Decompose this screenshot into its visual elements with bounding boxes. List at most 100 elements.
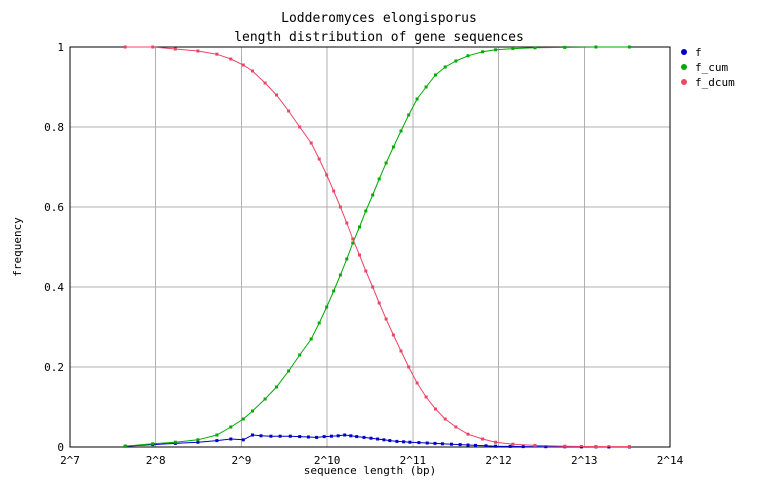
data-point bbox=[315, 435, 319, 439]
data-point bbox=[402, 440, 406, 444]
data-point bbox=[329, 434, 333, 438]
legend-marker-icon bbox=[681, 49, 687, 55]
data-point bbox=[325, 305, 329, 309]
data-point bbox=[521, 445, 525, 449]
data-point bbox=[288, 434, 292, 438]
data-point bbox=[417, 441, 421, 445]
data-point bbox=[196, 438, 200, 442]
data-point bbox=[388, 439, 392, 443]
data-point bbox=[338, 205, 342, 209]
data-point bbox=[241, 417, 245, 421]
data-point bbox=[494, 444, 498, 448]
data-point bbox=[377, 301, 381, 305]
data-point bbox=[215, 439, 219, 443]
data-point bbox=[196, 49, 200, 53]
data-point bbox=[508, 444, 512, 448]
data-point bbox=[215, 433, 219, 437]
data-point bbox=[309, 337, 313, 341]
y-tick-label: 0.8 bbox=[44, 121, 64, 134]
data-point bbox=[466, 432, 470, 436]
data-point bbox=[263, 397, 267, 401]
data-point bbox=[494, 48, 498, 52]
data-point bbox=[332, 289, 336, 293]
data-point bbox=[484, 444, 488, 448]
data-point bbox=[275, 93, 278, 97]
x-tick-label: 2^12 bbox=[485, 454, 512, 467]
data-point bbox=[627, 445, 631, 449]
data-point bbox=[343, 433, 347, 437]
data-point bbox=[415, 381, 419, 385]
y-axis-label: frequency bbox=[11, 217, 24, 277]
series-layer bbox=[123, 45, 631, 449]
y-tick-label: 1 bbox=[57, 41, 64, 54]
data-point bbox=[251, 409, 254, 413]
x-tick-label: 2^14 bbox=[657, 454, 684, 467]
x-tick-label: 2^11 bbox=[400, 454, 427, 467]
data-point bbox=[533, 443, 537, 447]
data-point bbox=[278, 434, 282, 438]
legend-label: f_dcum bbox=[695, 76, 735, 89]
data-point bbox=[395, 439, 399, 443]
data-point bbox=[544, 445, 548, 449]
data-point bbox=[269, 434, 273, 438]
series-line bbox=[125, 46, 630, 448]
data-point bbox=[336, 434, 340, 438]
data-point bbox=[563, 45, 567, 49]
x-axis-ticks: 2^7 2^8 2^9 2^10 2^11 2^12 2^13 2^14 bbox=[60, 454, 684, 467]
data-point bbox=[466, 443, 470, 447]
data-point bbox=[251, 69, 254, 73]
data-point bbox=[251, 433, 254, 437]
series-f-cum bbox=[123, 45, 631, 448]
x-tick-label: 2^10 bbox=[314, 454, 341, 467]
data-point bbox=[317, 157, 321, 161]
data-point bbox=[364, 269, 368, 273]
data-point bbox=[443, 65, 447, 69]
data-point bbox=[358, 225, 361, 229]
data-point bbox=[399, 129, 403, 133]
data-point bbox=[306, 435, 310, 439]
data-point bbox=[123, 45, 127, 49]
data-point bbox=[434, 73, 437, 77]
data-point bbox=[358, 253, 361, 257]
data-point bbox=[287, 109, 291, 113]
data-point bbox=[325, 173, 329, 177]
data-point bbox=[434, 407, 437, 411]
data-point bbox=[371, 285, 375, 289]
data-point bbox=[407, 365, 411, 369]
x-axis-label: sequence length (bp) bbox=[304, 464, 436, 477]
data-point bbox=[298, 125, 302, 129]
data-point bbox=[384, 161, 388, 165]
data-point bbox=[309, 141, 313, 145]
legend-item: f_cum bbox=[681, 61, 728, 74]
data-point bbox=[317, 321, 321, 325]
data-point bbox=[332, 189, 336, 193]
data-point bbox=[594, 445, 598, 449]
x-tick-label: 2^8 bbox=[146, 454, 166, 467]
data-point bbox=[298, 435, 302, 439]
data-point bbox=[229, 57, 233, 61]
data-point bbox=[415, 97, 419, 101]
data-point bbox=[443, 417, 447, 421]
data-point bbox=[345, 221, 349, 225]
data-point bbox=[287, 369, 291, 373]
x-tick-label: 2^9 bbox=[231, 454, 251, 467]
grid bbox=[70, 47, 670, 447]
data-point bbox=[382, 438, 386, 442]
data-point bbox=[241, 63, 245, 67]
y-tick-label: 0.6 bbox=[44, 201, 64, 214]
data-point bbox=[511, 442, 515, 446]
data-point bbox=[229, 425, 233, 429]
legend-marker-icon bbox=[681, 64, 687, 70]
data-point bbox=[424, 395, 428, 399]
legend-label: f_cum bbox=[695, 61, 728, 74]
data-point bbox=[263, 81, 267, 85]
data-point bbox=[627, 45, 631, 49]
data-point bbox=[511, 47, 515, 51]
data-point bbox=[123, 444, 127, 448]
data-point bbox=[481, 50, 485, 54]
plot-frame bbox=[69, 46, 671, 448]
data-point bbox=[259, 434, 263, 438]
series-f-dcum bbox=[123, 45, 631, 449]
data-point bbox=[474, 443, 477, 447]
